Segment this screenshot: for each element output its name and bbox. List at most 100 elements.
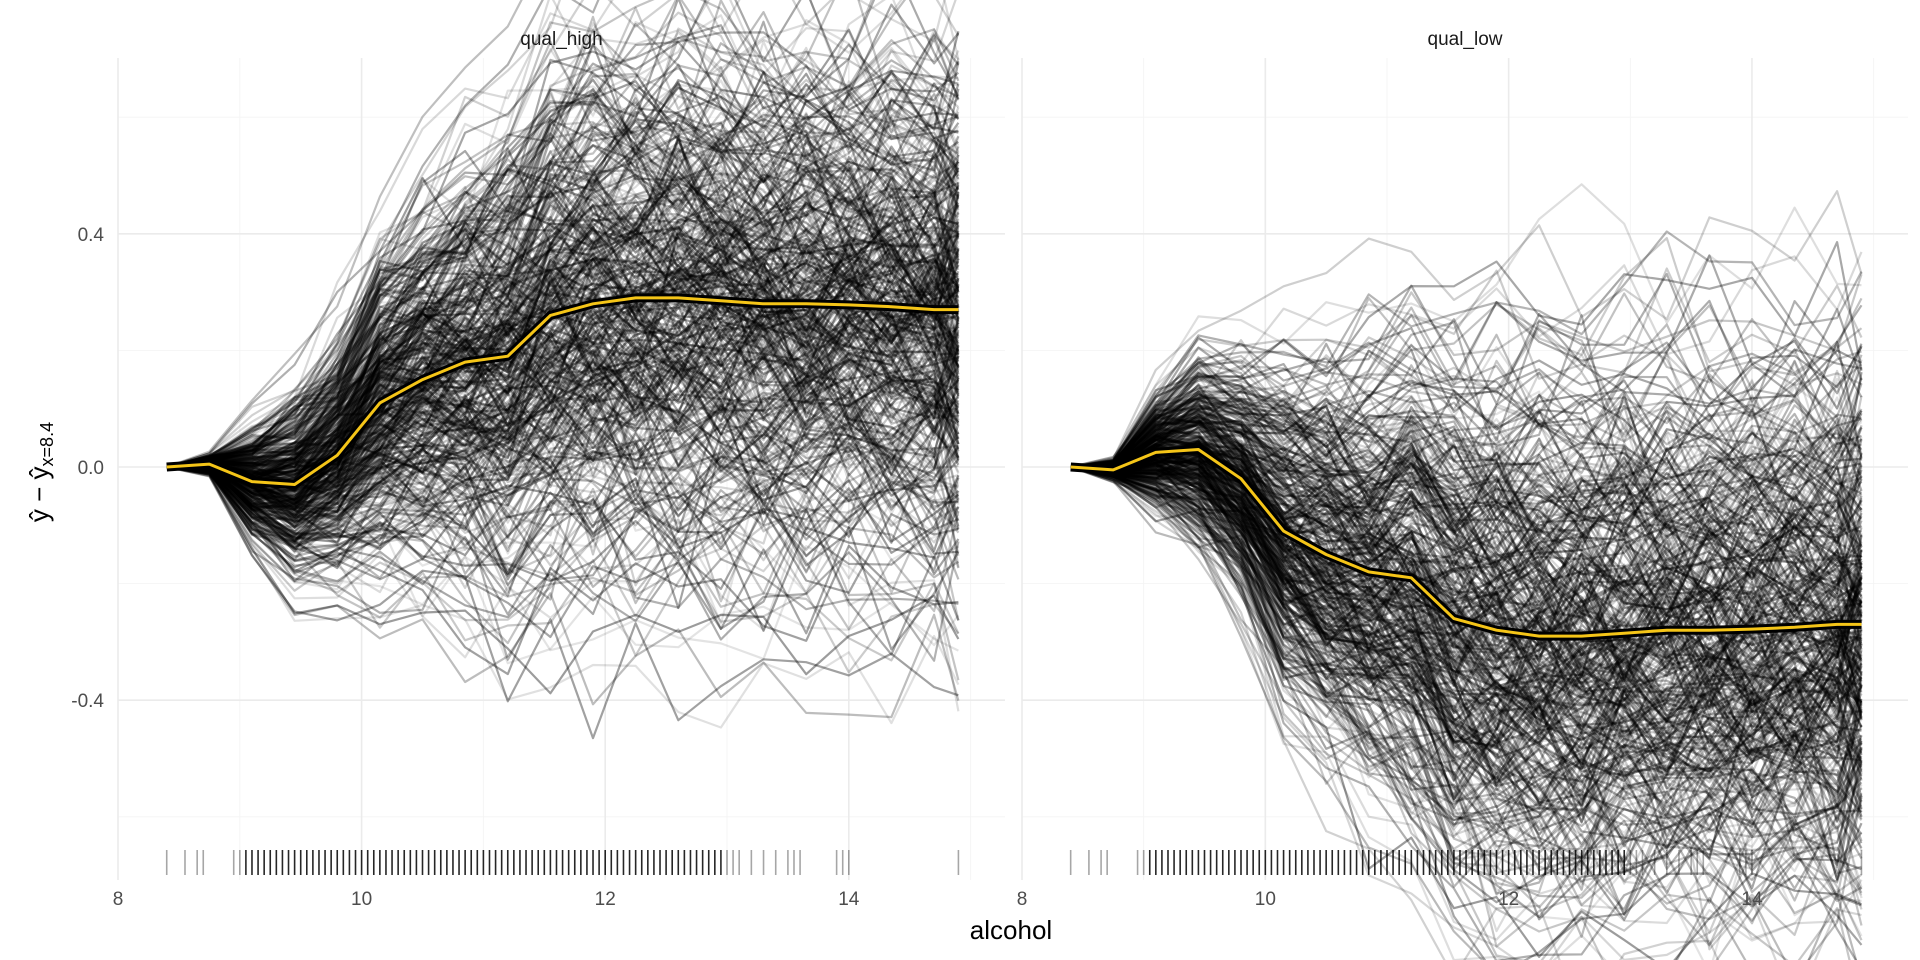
ice-curve [166, 121, 960, 469]
ice-curve [1070, 453, 1863, 744]
ice-curve [1070, 458, 1862, 807]
ice-curve [1070, 400, 1863, 529]
ice-curve [166, 428, 960, 538]
ice-curve [1070, 465, 1863, 873]
ice-curve [1070, 408, 1863, 580]
ice-curve [1070, 292, 1863, 469]
ice-curve [166, 6, 959, 469]
ice-curve [166, 188, 960, 476]
ice-curve [1070, 360, 1863, 510]
ice-curve [166, 132, 960, 469]
ice-curve [1070, 439, 1863, 722]
ice-curve [1070, 415, 1863, 609]
ice-curve [166, 135, 960, 469]
ice-curve [166, 305, 960, 490]
ice-curve [1070, 465, 1862, 891]
ice-curve [1070, 465, 1863, 825]
ice-curve [166, 0, 960, 469]
ice-curve [166, 93, 960, 469]
rug-marks [1069, 850, 1863, 875]
ice-curve [1070, 465, 1863, 835]
ice-curve [1070, 392, 1863, 499]
ice-curve [166, 314, 960, 534]
ice-curve [166, 218, 960, 469]
ice-curve [1070, 436, 1863, 665]
ice-curve [166, 163, 959, 483]
ice-curve [1070, 465, 1862, 884]
ice-curve [166, 198, 959, 469]
ice-curve [166, 111, 960, 469]
ice-curve [1070, 456, 1863, 786]
ice-curve [166, 136, 960, 473]
ice-curve [166, 130, 960, 469]
ice-curve [166, 92, 960, 469]
ice-curve [166, 253, 960, 498]
ice-curve [1070, 455, 1863, 797]
ice-curve [166, 138, 959, 472]
ice-curve [166, 401, 960, 568]
ice-curve [166, 40, 960, 469]
ice-curve [166, 465, 959, 588]
ice-curve [1070, 465, 1863, 836]
ice-curve [166, 306, 960, 507]
ice-curve [1070, 465, 1863, 824]
ice-curve [166, 202, 960, 479]
ice-curve [166, 204, 960, 506]
ice-curve [1070, 427, 1862, 611]
ice-curve [166, 181, 960, 469]
ice-curve [1070, 465, 1863, 941]
ice-curve [1070, 428, 1863, 657]
ice-curve [166, 92, 960, 469]
ice-curve [1070, 465, 1862, 921]
ice-curve [1070, 465, 1863, 960]
ice-curve [166, 14, 960, 469]
ice-curve [1070, 417, 1863, 590]
ice-curve [166, 110, 960, 469]
ice-curve [166, 362, 959, 527]
ice-curve [1070, 465, 1862, 805]
ice-curve [1070, 465, 1863, 771]
ice-curve [166, 398, 960, 533]
ice-curve [1070, 339, 1863, 469]
ice-curve [166, 46, 959, 469]
ice-curve [1070, 439, 1862, 737]
ice-curve [166, 315, 960, 512]
ice-curve [166, 205, 960, 480]
ice-curve [1070, 383, 1863, 557]
ice-curve [1070, 462, 1863, 741]
ice-curve [1070, 453, 1863, 809]
ice-curve [166, 158, 959, 469]
ice-curve [1070, 435, 1863, 644]
ice-curve [1070, 453, 1863, 657]
ice-curve [166, 374, 960, 534]
ice-curve [166, 260, 960, 519]
ice-curve [1070, 465, 1863, 903]
ice-curve [166, 132, 960, 469]
ice-curve [166, 148, 960, 480]
ice-curve [166, 256, 960, 499]
ice-curve [1070, 456, 1863, 714]
ice-curve [166, 449, 960, 575]
ice-curve [1070, 465, 1863, 938]
ice-curve [166, 199, 960, 485]
ice-curve [1070, 423, 1862, 624]
ice-curve [1070, 401, 1863, 620]
x-tick-label: 8 [113, 889, 124, 910]
y-tick-label: 0.4 [78, 225, 105, 246]
ice-curve [1070, 444, 1863, 731]
ice-curve [166, 268, 960, 485]
ice-curve [166, 221, 959, 469]
ice-curve [1070, 465, 1863, 766]
ice-curve [166, 259, 960, 520]
ice-curve [166, 141, 960, 499]
ice-curve [1070, 397, 1863, 521]
ice-curve [166, 253, 959, 480]
ice-curve [166, 226, 960, 469]
ice-curve [166, 260, 960, 493]
ice-curve [1070, 465, 1863, 775]
ice-curve [166, 303, 960, 509]
ice-curve [1070, 465, 1863, 844]
ice-curve [1070, 439, 1862, 666]
ice-curve [166, 78, 960, 469]
ice-curve [1070, 436, 1863, 681]
